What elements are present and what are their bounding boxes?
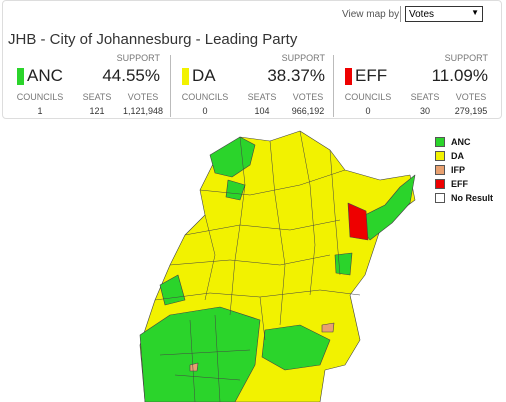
votes-label: VOTES [292, 92, 324, 102]
region [261, 324, 331, 371]
legend-swatch [435, 179, 445, 189]
legend-swatch [435, 193, 445, 203]
title: JHB - City of Johannesburg - Leading Par… [8, 31, 298, 48]
divider [400, 6, 401, 22]
region [321, 322, 335, 333]
legend-swatch [435, 165, 445, 175]
votes-value: 279,195 [454, 106, 488, 116]
party-name: EFF [355, 66, 388, 85]
map [139, 130, 416, 402]
view-label: View map by [342, 9, 400, 20]
region [189, 362, 199, 372]
party-name: ANC [27, 66, 63, 85]
votes-label: VOTES [127, 92, 159, 102]
seats-value: 30 [419, 106, 431, 116]
region [354, 174, 416, 241]
legend-label: EFF [451, 179, 468, 189]
region [334, 252, 353, 276]
party-color [182, 68, 189, 85]
separator [170, 55, 171, 117]
legend-label: IFP [451, 165, 466, 175]
support-label: SUPPORT [116, 53, 160, 63]
legend-label: DA [451, 151, 464, 161]
seats-label: SEATS [247, 92, 277, 102]
legend-swatch [435, 151, 445, 161]
dropdown-arrow[interactable]: ▼ [471, 8, 479, 17]
summary-panel [2, 0, 502, 119]
boundaries [154, 130, 361, 402]
support-value: 38.37% [267, 66, 325, 85]
support-value: 44.55% [102, 66, 160, 85]
seats-label: SEATS [82, 92, 112, 102]
party-color [345, 68, 352, 85]
region [139, 306, 261, 402]
support-label: SUPPORT [281, 53, 325, 63]
separator [333, 55, 334, 117]
councils-value: 1 [37, 106, 43, 116]
view-select[interactable]: Votes ▼ [405, 6, 483, 22]
region [159, 274, 186, 306]
region [347, 202, 369, 241]
support-value: 11.09% [431, 66, 488, 85]
votes-value: 966,192 [291, 106, 325, 116]
councils-value: 0 [365, 106, 371, 116]
votes-label: VOTES [455, 92, 487, 102]
party-color [17, 68, 24, 85]
councils-label: COUNCILS [344, 92, 392, 102]
councils-label: COUNCILS [16, 92, 64, 102]
votes-value: 1,121,948 [122, 106, 164, 116]
seats-value: 104 [254, 106, 270, 116]
legend-swatch [435, 137, 445, 147]
party-name: DA [192, 66, 216, 85]
seats-label: SEATS [410, 92, 440, 102]
legend-label: No Result [451, 193, 494, 203]
view-option[interactable]: Votes [409, 9, 435, 20]
support-label: SUPPORT [444, 53, 488, 63]
councils-value: 0 [202, 106, 208, 116]
legend-label: ANC [451, 137, 471, 147]
region [225, 179, 246, 201]
councils-label: COUNCILS [181, 92, 229, 102]
seats-value: 121 [89, 106, 105, 116]
